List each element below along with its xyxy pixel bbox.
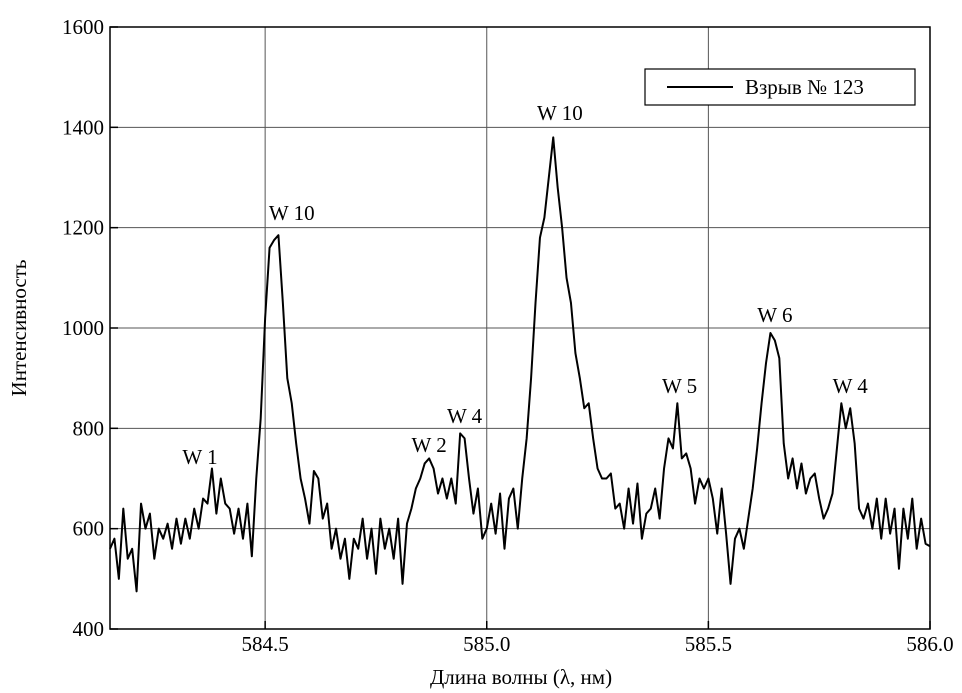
y-tick-label: 800: [73, 416, 105, 440]
x-tick-label: 586.0: [906, 632, 953, 656]
x-tick-label: 584.5: [242, 632, 289, 656]
y-tick-label: 600: [73, 517, 105, 541]
x-axis-label: Длина волны (λ, нм): [430, 665, 612, 689]
peak-annotation: W 10: [537, 101, 583, 125]
y-axis-label: Интенсивность: [7, 260, 31, 397]
y-tick-label: 1000: [62, 316, 104, 340]
peak-annotation: W 4: [447, 404, 483, 428]
x-tick-label: 585.0: [463, 632, 510, 656]
peak-annotation: W 2: [412, 433, 447, 457]
peak-annotation: W 4: [833, 374, 869, 398]
legend-label: Взрыв № 123: [745, 75, 864, 99]
y-tick-label: 1200: [62, 216, 104, 240]
plot-frame: [109, 26, 931, 630]
x-tick-label: 585.5: [685, 632, 732, 656]
peak-annotation: W 6: [757, 303, 792, 327]
y-tick-label: 1600: [62, 15, 104, 39]
peak-annotation: W 10: [269, 201, 315, 225]
peak-annotation: W 1: [182, 445, 217, 469]
y-tick-label: 400: [73, 617, 105, 641]
peak-annotation: W 5: [662, 374, 697, 398]
y-tick-label: 1400: [62, 115, 104, 139]
data-line: [109, 136, 931, 593]
